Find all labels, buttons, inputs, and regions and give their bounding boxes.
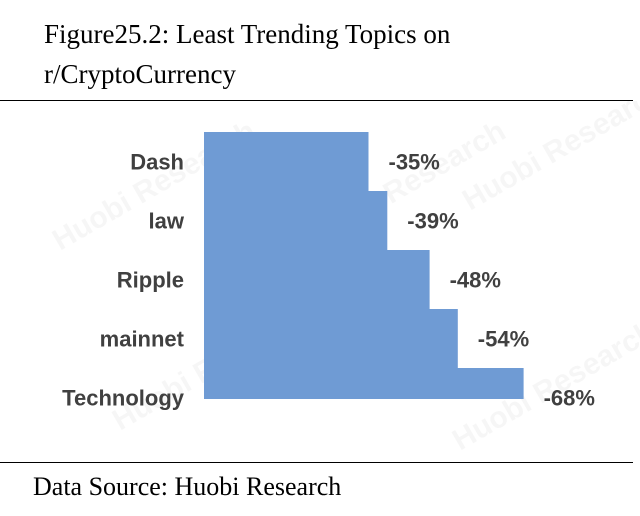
chart-area: Huobi Research Huobi Research Huobi Resear… — [0, 101, 640, 462]
bar-mainnet — [204, 309, 458, 369]
value-label: -39% — [407, 209, 458, 234]
top-rule — [0, 100, 633, 101]
bar-law — [204, 191, 388, 251]
category-label: law — [149, 209, 185, 234]
watermark-text: Huobi Research — [457, 101, 640, 217]
data-source: Data Source: Huobi Research — [33, 472, 342, 501]
value-label: -48% — [450, 268, 501, 293]
figure-title-line-1: Figure25.2: Least Trending Topics on — [44, 19, 451, 49]
bar-technology — [204, 368, 524, 399]
figure-title: Figure25.2: Least Trending Topics on r/C… — [44, 14, 604, 94]
figure-title-line-2: r/CryptoCurrency — [44, 59, 236, 89]
category-label: mainnet — [100, 327, 185, 352]
bar-ripple — [204, 250, 430, 310]
bottom-rule — [0, 462, 633, 463]
value-label: -68% — [544, 386, 595, 411]
category-label: Technology — [62, 386, 185, 411]
value-label: -35% — [389, 150, 440, 175]
bar-dash — [204, 132, 369, 192]
category-label: Ripple — [117, 268, 184, 293]
value-label: -54% — [478, 327, 529, 352]
category-label: Dash — [130, 150, 184, 175]
